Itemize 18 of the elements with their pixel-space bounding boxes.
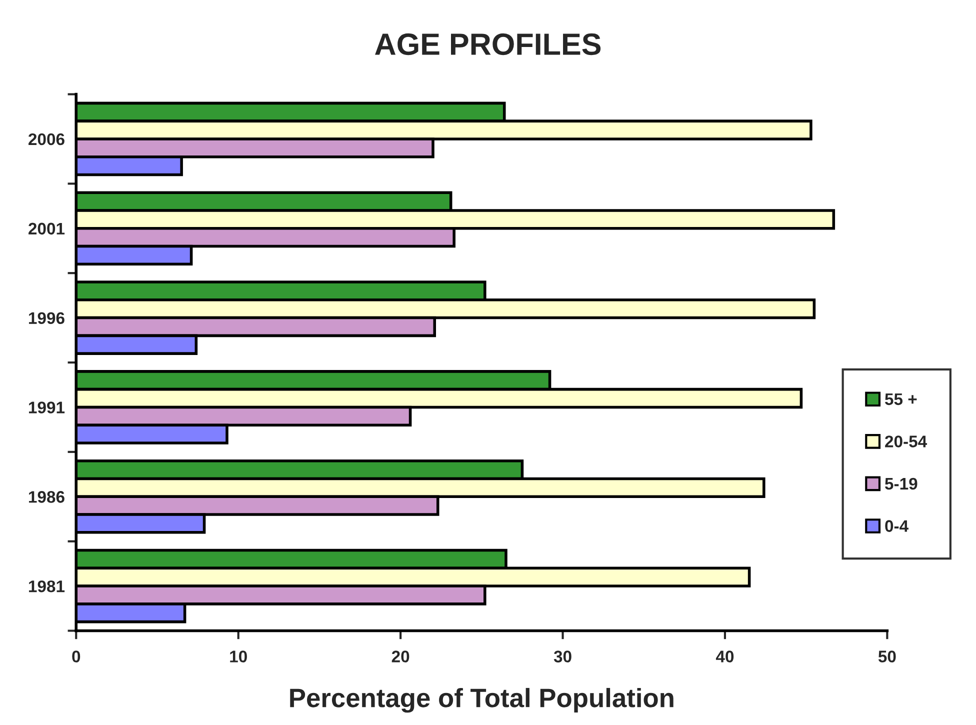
x-tick-label: 20 xyxy=(392,650,410,662)
x-tick-label: 0 xyxy=(72,650,80,662)
x-tick-label: 30 xyxy=(554,650,572,662)
chart-title: AGE PROFILES xyxy=(375,33,601,56)
legend-label: 20-54 xyxy=(885,436,928,448)
y-tick-label: 1981 xyxy=(28,580,65,592)
legend-label: 5-19 xyxy=(884,478,918,490)
y-tick-label: 2006 xyxy=(28,133,64,146)
y-tick-label: 1986 xyxy=(28,491,64,503)
legend-label: 0-4 xyxy=(885,520,908,532)
y-tick-label: 1991 xyxy=(28,402,65,414)
y-tick-label: 1996 xyxy=(28,312,64,324)
legend-label: 55 + xyxy=(884,393,917,406)
y-tick-label: 2001 xyxy=(28,222,65,235)
x-tick-label: 50 xyxy=(878,650,896,662)
x-tick-label: 40 xyxy=(716,650,734,662)
x-axis-title: Percentage of Total Population xyxy=(290,688,674,713)
x-tick-label: 10 xyxy=(230,650,247,662)
